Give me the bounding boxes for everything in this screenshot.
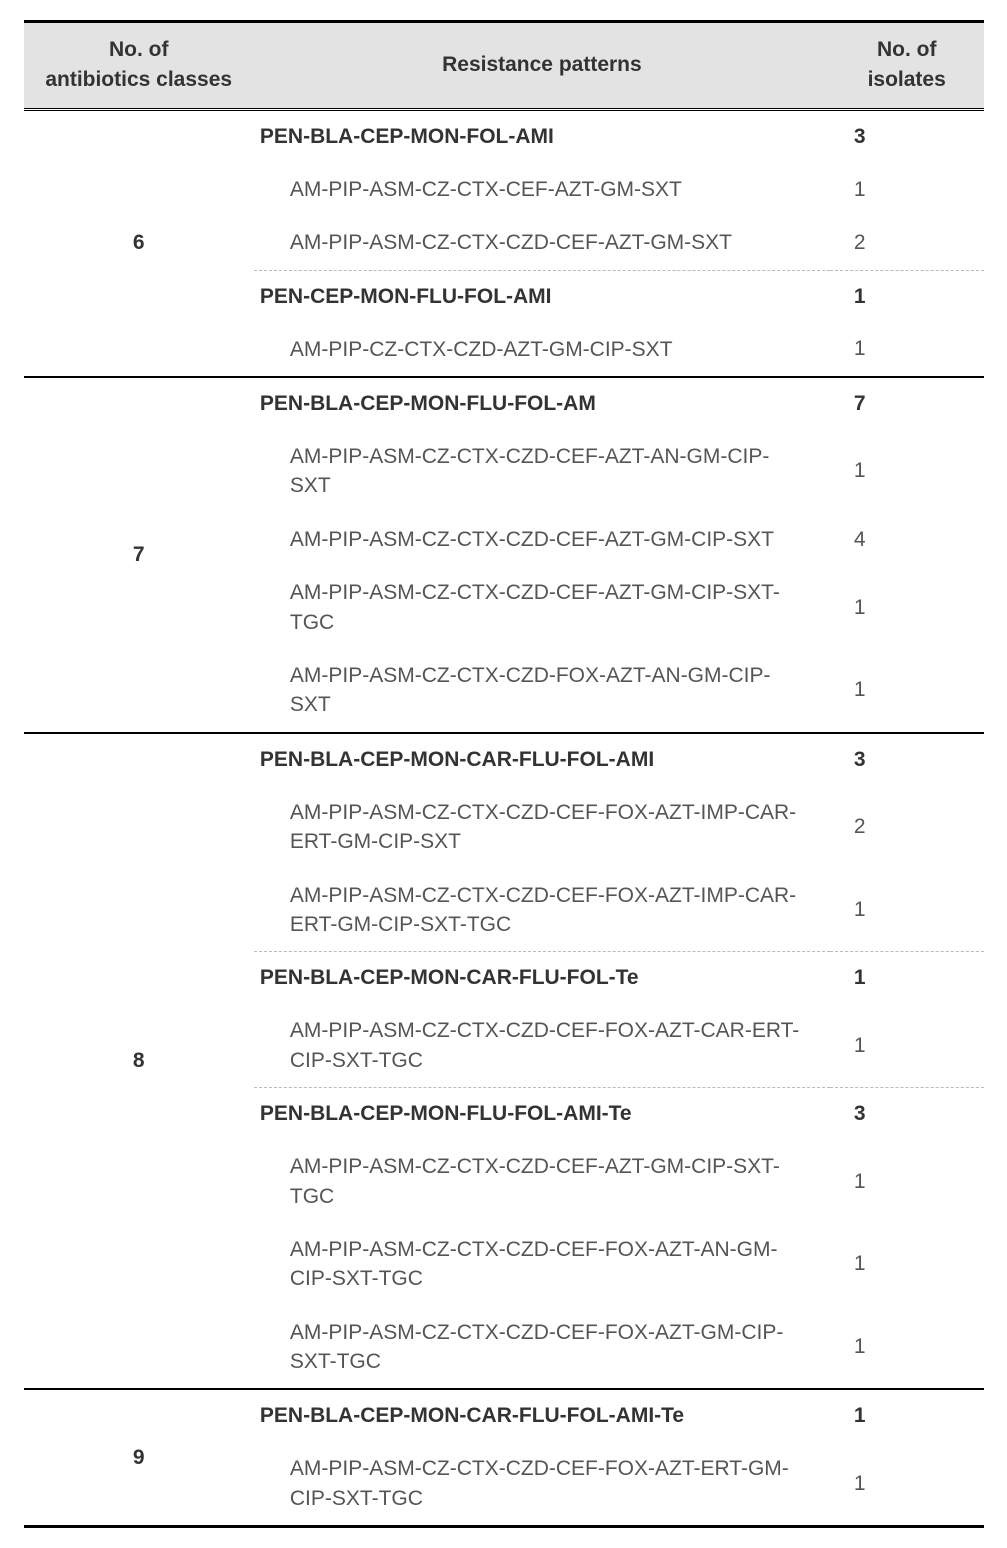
sub-isolates-cell: 1 [830,1306,984,1390]
sub-isolates-cell: 1 [830,1223,984,1306]
table-body: 6PEN-BLA-CEP-MON-FOL-AMI3AM-PIP-ASM-CZ-C… [24,109,984,1526]
num-classes-cell: 9 [24,1389,254,1526]
sub-isolates-cell: 1 [830,323,984,377]
sub-pattern-cell: AM-PIP-ASM-CZ-CTX-CZD-CEF-FOX-AZT-GM-CIP… [254,1306,830,1390]
sub-isolates-cell: 1 [830,566,984,649]
sub-pattern-cell: AM-PIP-ASM-CZ-CTX-CZD-CEF-AZT-GM-CIP-SXT… [254,1140,830,1223]
sub-pattern-cell: AM-PIP-ASM-CZ-CTX-CZD-CEF-AZT-GM-SXT [254,216,830,270]
sub-isolates-cell: 2 [830,216,984,270]
sub-isolates-cell: 1 [830,430,984,513]
sub-isolates-cell: 1 [830,869,984,952]
num-classes-cell: 8 [24,733,254,1390]
sub-isolates-cell: 1 [830,1442,984,1526]
sub-pattern-cell: AM-PIP-ASM-CZ-CTX-CEF-AZT-GM-SXT [254,163,830,216]
group-pattern-cell: PEN-BLA-CEP-MON-FLU-FOL-AMI-Te [254,1088,830,1140]
sub-pattern-cell: AM-PIP-ASM-CZ-CTX-CZD-CEF-AZT-GM-CIP-SXT [254,513,830,566]
sub-isolates-cell: 1 [830,1004,984,1087]
group-isolates-cell: 1 [830,1389,984,1442]
group-header-row: 8PEN-BLA-CEP-MON-CAR-FLU-FOL-AMI3 [24,733,984,786]
group-pattern-cell: PEN-BLA-CEP-MON-CAR-FLU-FOL-Te [254,952,830,1004]
group-isolates-cell: 3 [830,733,984,786]
sub-pattern-cell: AM-PIP-ASM-CZ-CTX-CZD-CEF-AZT-AN-GM-CIP-… [254,430,830,513]
group-header-row: 7PEN-BLA-CEP-MON-FLU-FOL-AM7 [24,377,984,430]
group-isolates-cell: 1 [830,952,984,1004]
antibiotic-resistance-table: No. ofantibiotics classes Resistance pat… [24,20,984,1528]
sub-pattern-cell: AM-PIP-ASM-CZ-CTX-CZD-FOX-AZT-AN-GM-CIP-… [254,649,830,733]
sub-isolates-cell: 1 [830,163,984,216]
group-isolates-cell: 1 [830,271,984,323]
sub-pattern-cell: AM-PIP-ASM-CZ-CTX-CZD-CEF-FOX-AZT-IMP-CA… [254,786,830,869]
table: No. ofantibiotics classes Resistance pat… [24,20,984,1528]
table-header-row: No. ofantibiotics classes Resistance pat… [24,22,984,110]
sub-isolates-cell: 1 [830,1140,984,1223]
num-classes-cell: 7 [24,377,254,733]
group-pattern-cell: PEN-CEP-MON-FLU-FOL-AMI [254,271,830,323]
group-pattern-cell: PEN-BLA-CEP-MON-FLU-FOL-AM [254,377,830,430]
sub-pattern-cell: AM-PIP-ASM-CZ-CTX-CZD-CEF-FOX-AZT-AN-GM-… [254,1223,830,1306]
col-header-classes: No. ofantibiotics classes [24,22,254,110]
group-isolates-cell: 3 [830,1088,984,1140]
sub-pattern-cell: AM-PIP-ASM-CZ-CTX-CZD-CEF-FOX-AZT-IMP-CA… [254,869,830,952]
sub-isolates-cell: 1 [830,649,984,733]
group-header-row: 6PEN-BLA-CEP-MON-FOL-AMI3 [24,111,984,163]
sub-pattern-cell: AM-PIP-CZ-CTX-CZD-AZT-GM-CIP-SXT [254,323,830,377]
sub-pattern-cell: AM-PIP-ASM-CZ-CTX-CZD-CEF-FOX-AZT-CAR-ER… [254,1004,830,1087]
sub-isolates-cell: 2 [830,786,984,869]
group-pattern-cell: PEN-BLA-CEP-MON-CAR-FLU-FOL-AMI [254,733,830,786]
sub-isolates-cell: 4 [830,513,984,566]
sub-pattern-cell: AM-PIP-ASM-CZ-CTX-CZD-CEF-FOX-AZT-ERT-GM… [254,1442,830,1526]
group-pattern-cell: PEN-BLA-CEP-MON-CAR-FLU-FOL-AMI-Te [254,1389,830,1442]
group-pattern-cell: PEN-BLA-CEP-MON-FOL-AMI [254,111,830,163]
group-header-row: 9PEN-BLA-CEP-MON-CAR-FLU-FOL-AMI-Te1 [24,1389,984,1442]
sub-pattern-cell: AM-PIP-ASM-CZ-CTX-CZD-CEF-AZT-GM-CIP-SXT… [254,566,830,649]
col-header-isolates: No. ofisolates [830,22,984,110]
col-header-patterns: Resistance patterns [254,22,830,110]
num-classes-cell: 6 [24,111,254,377]
group-isolates-cell: 3 [830,111,984,163]
group-isolates-cell: 7 [830,377,984,430]
